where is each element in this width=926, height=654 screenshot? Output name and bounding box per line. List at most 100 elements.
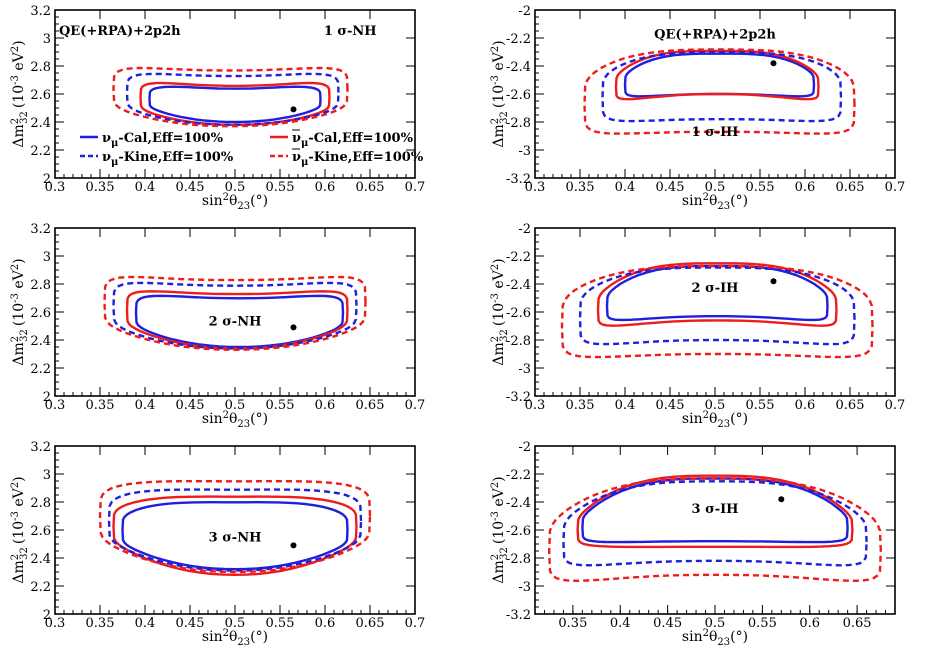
legend-label: νμ-Cal,Eff=100%	[292, 131, 414, 149]
y-axis-label: Δm232(10-3 eV2)	[490, 476, 510, 583]
panel-2: 0.3 0.35 0.4 0.45 0.5 0.55 0.6 0.65 0.7 -2 -2.2 -2.…	[490, 4, 905, 212]
x-tick-label: 0.3	[45, 180, 66, 195]
panel-annotation: 2 σ-NH	[209, 314, 262, 329]
best-fit-marker	[290, 324, 297, 331]
contour-kine-nubar	[112, 66, 349, 128]
best-fit-marker	[290, 542, 297, 549]
y-tick-label: 3	[43, 250, 51, 265]
y-axis-label: Δm232(10-3 eV2)	[490, 258, 510, 365]
panel-annotation: 1 σ-IH	[692, 125, 739, 140]
y-tick-label: 2	[43, 608, 51, 623]
x-tick-label: 0.5	[225, 180, 246, 195]
x-tick-label: 0.6	[315, 398, 336, 413]
x-axis-label: sin2θ23(°)	[682, 192, 748, 212]
y-tick-label: 2.2	[30, 580, 51, 595]
y-axis-label: Δm232(10-3 eV2)	[10, 476, 30, 583]
panel-annotation: QE(+RPA)+2p2h	[654, 28, 776, 43]
x-tick-label: 0.3	[525, 180, 546, 195]
x-tick-label: 0.35	[86, 616, 115, 631]
x-tick-label: 0.7	[885, 180, 906, 195]
best-fit-marker	[770, 278, 777, 285]
x-tick-label: 0.4	[135, 398, 156, 413]
y-tick-label: 2.4	[30, 116, 51, 131]
y-tick-label: -2.6	[506, 306, 531, 321]
panel-5: 0.3 0.35 0.4 0.45 0.5 0.55 0.6 0.65 0.7 2 2.2 2.4 2.…	[10, 440, 425, 648]
panel-annotation: QE(+RPA)+2p2h	[59, 24, 181, 39]
y-tick-label: 3	[43, 32, 51, 47]
x-tick-label: 0.65	[843, 616, 872, 631]
best-fit-marker	[290, 106, 297, 113]
contour-kine-nu	[578, 266, 856, 346]
y-tick-label: 2.2	[30, 144, 51, 159]
y-tick-label: -3.2	[506, 172, 531, 187]
x-tick-label: 0.4	[610, 616, 631, 631]
contour-kine-nubar	[583, 48, 856, 135]
contour-kine-nu	[601, 51, 843, 123]
contour-cal-nu	[581, 477, 849, 544]
legend-entry: νμ-Kine,Eff=100%	[270, 148, 424, 168]
x-tick-label: 0.5	[225, 398, 246, 413]
x-tick-label: 0.45	[656, 180, 685, 195]
contour-cal-nubar	[139, 81, 331, 127]
y-tick-label: 2.8	[30, 60, 51, 75]
y-tick-label: -2.2	[506, 468, 531, 483]
y-tick-label: 2.4	[30, 334, 51, 349]
y-tick-label: -2.4	[506, 278, 531, 293]
x-tick-label: 0.7	[405, 180, 426, 195]
x-tick-label: 0.4	[615, 180, 636, 195]
contour-cal-nu	[148, 85, 322, 124]
x-tick-label: 0.4	[135, 616, 156, 631]
x-tick-label: 0.3	[525, 398, 546, 413]
y-tick-label: 2.6	[30, 524, 51, 539]
y-tick-label: -2	[518, 222, 531, 237]
plot-frame	[534, 445, 896, 615]
contour-cal-nubar	[614, 49, 820, 101]
legend-entry: νμ-Cal,Eff=100%	[80, 131, 224, 149]
x-tick-label: 0.45	[176, 616, 205, 631]
x-tick-label: 0.35	[86, 398, 115, 413]
y-tick-label: -3	[518, 144, 531, 159]
panel-3: 0.3 0.35 0.4 0.45 0.5 0.55 0.6 0.65 0.7 2 2.2 2.4 2.…	[10, 222, 425, 430]
legend: νμ-Cal,Eff=100% νμ-Cal,Eff=100%νμ-Kine,Ef…	[80, 129, 424, 168]
y-tick-label: -3.2	[506, 608, 531, 623]
panel-1: 0.3 0.35 0.4 0.45 0.5 0.55 0.6 0.65 0.7 2 2.2 2.4 2.…	[10, 4, 425, 212]
best-fit-marker	[770, 60, 777, 67]
panel-6: 0.35 0.4 0.45 0.5 0.55 0.6 0.65 -2 -2.2 -2.4 -2.6 -…	[490, 440, 896, 648]
y-tick-label: -2.4	[506, 60, 531, 75]
x-axis-label: sin2θ23(°)	[202, 410, 268, 430]
y-tick-label: -2.6	[506, 524, 531, 539]
x-tick-label: 0.45	[176, 398, 205, 413]
plot-frame	[534, 227, 896, 397]
x-tick-label: 0.5	[705, 180, 726, 195]
y-tick-label: 2.2	[30, 362, 51, 377]
panel-annotation: 1 σ-NH	[324, 24, 377, 39]
x-tick-label: 0.65	[356, 616, 385, 631]
y-tick-label: -2	[518, 4, 531, 19]
legend-label: νμ-Kine,Eff=100%	[292, 150, 424, 168]
contour-kine-nubar	[98, 480, 372, 574]
y-tick-label: 2.6	[30, 88, 51, 103]
y-tick-label: 3	[43, 468, 51, 483]
y-tick-label: -3	[518, 580, 531, 595]
panel-annotation: 2 σ-IH	[692, 281, 739, 296]
x-tick-label: 0.7	[405, 398, 426, 413]
x-tick-label: 0.45	[653, 616, 682, 631]
y-tick-label: 2.4	[30, 552, 51, 567]
x-tick-label: 0.7	[885, 398, 906, 413]
x-tick-label: 0.5	[705, 398, 726, 413]
legend-entry: νμ-Kine,Eff=100%	[80, 150, 234, 168]
legend-label: νμ-Kine,Eff=100%	[102, 150, 234, 168]
contour-kine-nubar	[103, 275, 367, 352]
x-tick-label: 0.35	[566, 180, 595, 195]
x-tick-label: 0.35	[558, 616, 587, 631]
x-tick-label: 0.3	[45, 398, 66, 413]
x-tick-label: 0.45	[176, 180, 205, 195]
plot-frame	[54, 227, 416, 397]
x-tick-label: 0.35	[86, 180, 115, 195]
x-tick-label: 0.55	[746, 398, 775, 413]
x-tick-label: 0.6	[795, 180, 816, 195]
y-tick-label: 3.2	[30, 440, 51, 455]
y-axis-label: Δm232(10-3 eV2)	[10, 258, 30, 365]
legend-label: νμ-Cal,Eff=100%	[102, 131, 224, 149]
